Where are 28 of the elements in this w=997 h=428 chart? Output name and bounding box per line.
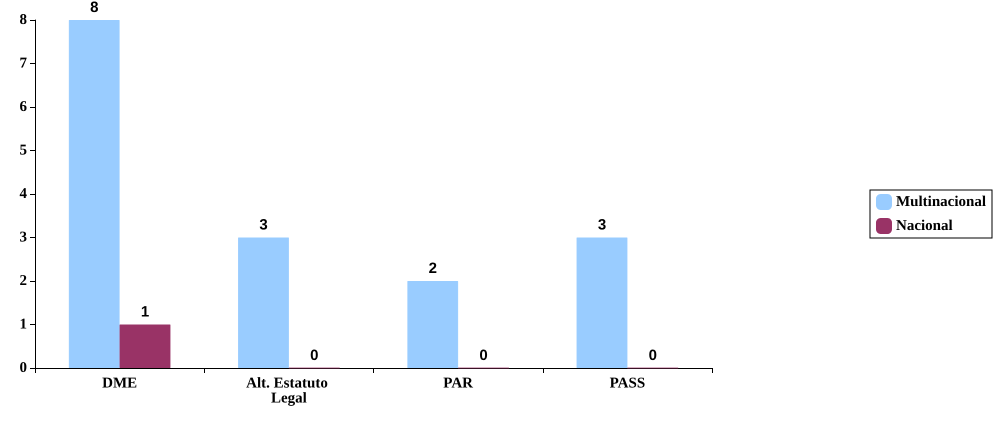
- data-label: 8: [90, 0, 98, 16]
- y-tick-label: 1: [20, 316, 27, 332]
- data-label: 0: [648, 346, 657, 364]
- bar: [238, 238, 289, 368]
- data-label: 3: [598, 216, 606, 234]
- bar: [576, 238, 628, 368]
- y-tick-label: 4: [20, 186, 28, 202]
- y-tick-label: 6: [20, 99, 28, 115]
- bar: [68, 20, 120, 368]
- data-label: 0: [310, 346, 318, 364]
- bar: [120, 324, 170, 368]
- x-tick-label: DME: [102, 376, 138, 392]
- y-tick-label: 7: [20, 56, 28, 72]
- y-tick-label: 3: [20, 230, 27, 246]
- y-tick-label: 5: [20, 142, 27, 158]
- data-label: 1: [140, 304, 150, 320]
- x-tick-label: PASS: [610, 376, 646, 392]
- y-tick-label: 8: [20, 12, 27, 28]
- legend-label: Multinacional: [896, 194, 986, 210]
- y-tick-label: 2: [20, 273, 27, 289]
- data-label: 2: [428, 260, 437, 277]
- data-label: 0: [479, 346, 488, 364]
- bar: [407, 281, 458, 368]
- data-label: 3: [259, 216, 268, 234]
- y-tick-label: 0: [20, 360, 27, 376]
- legend-label: Nacional: [896, 218, 953, 234]
- x-tick-label: Alt. Estatuto Legal: [246, 376, 332, 406]
- x-tick-label: PAR: [443, 376, 474, 392]
